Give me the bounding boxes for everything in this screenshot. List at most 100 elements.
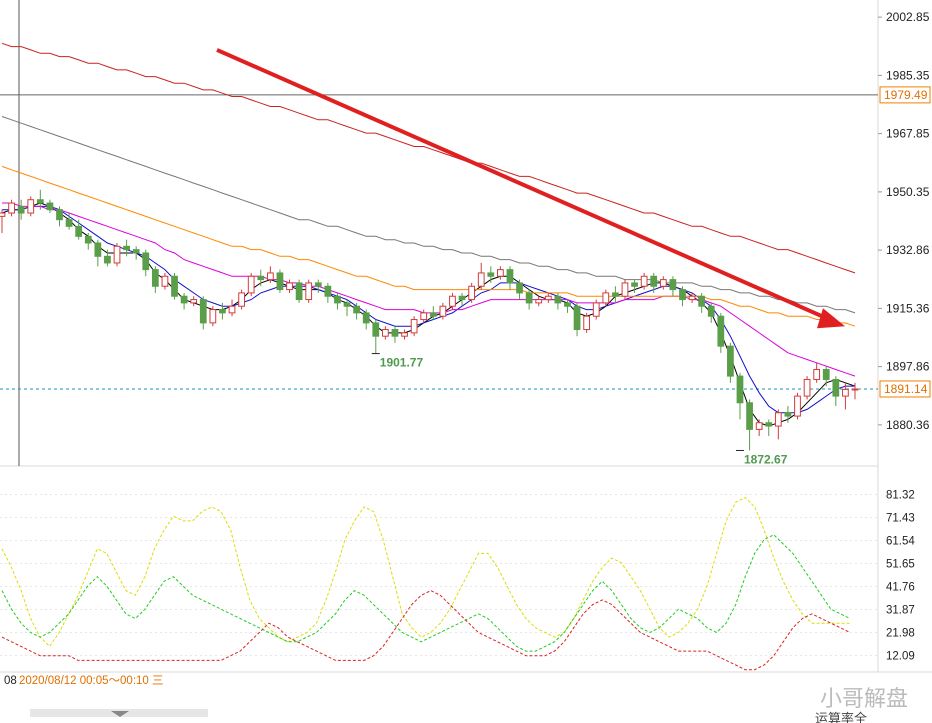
candle-body bbox=[602, 292, 610, 304]
ma-line bbox=[1, 42, 856, 274]
candle-body bbox=[123, 245, 130, 251]
ma-line bbox=[1, 165, 856, 327]
candle-body bbox=[717, 315, 725, 347]
candle-body bbox=[506, 269, 514, 284]
candle-body bbox=[813, 368, 821, 380]
low-label: 1872.67 bbox=[744, 452, 788, 466]
candle-body bbox=[286, 282, 293, 291]
scroll-down-icon[interactable] bbox=[111, 711, 129, 717]
candle-body bbox=[324, 285, 332, 297]
candle-body bbox=[707, 305, 715, 317]
candle-body bbox=[257, 275, 265, 281]
indicator-lines bbox=[1, 496, 851, 671]
indicator-line bbox=[1, 590, 851, 671]
candle-body bbox=[161, 275, 169, 287]
candle-body bbox=[353, 305, 360, 314]
candle-body bbox=[765, 422, 773, 427]
candle-body bbox=[401, 332, 408, 337]
candle-body bbox=[334, 295, 341, 304]
indicator-y-tick-label: 81.32 bbox=[886, 490, 915, 502]
candle-body bbox=[391, 329, 399, 337]
candle-body bbox=[669, 279, 677, 291]
indicator-axis: 81.32 71.43 61.54 51.65 41.76 31.87 21.98 12.09 bbox=[886, 490, 915, 663]
candle-body bbox=[46, 202, 54, 211]
candle-body bbox=[0, 212, 6, 217]
trend-arrow-head bbox=[817, 308, 845, 329]
candle-body bbox=[688, 295, 696, 301]
y-tick-label: 1950.35 bbox=[886, 185, 930, 199]
candle-body bbox=[343, 302, 351, 307]
candle-body bbox=[56, 209, 63, 221]
ma-line bbox=[2, 202, 856, 377]
candle-body bbox=[94, 242, 102, 257]
candle-body bbox=[621, 282, 629, 297]
candle-body bbox=[564, 302, 571, 307]
candle-body bbox=[477, 272, 485, 287]
candle-body bbox=[650, 275, 658, 287]
indicator-y-tick-label: 41.76 bbox=[886, 582, 915, 594]
indicator-y-tick-label: 51.65 bbox=[886, 559, 915, 571]
candle-body bbox=[381, 329, 389, 337]
candle-body bbox=[592, 302, 600, 317]
indicator-y-tick-label: 61.54 bbox=[886, 536, 915, 548]
candle-body bbox=[755, 422, 763, 430]
candle-body bbox=[736, 375, 744, 404]
bottom-text: 运算率全 bbox=[815, 711, 867, 723]
candle-body bbox=[794, 395, 801, 417]
candle-body bbox=[17, 205, 25, 214]
footer: 08 2020/08/12 00:05～00:10 三 小哥解盘 运算率全 bbox=[4, 675, 908, 723]
y-tick-label: 1897.86 bbox=[886, 360, 930, 374]
trend-arrow-shaft bbox=[216, 48, 832, 323]
candle-body bbox=[420, 312, 428, 321]
candle-body bbox=[429, 312, 437, 317]
candle-body bbox=[266, 272, 274, 281]
indicator-line bbox=[1, 496, 850, 648]
low-label: 1901.77 bbox=[380, 356, 424, 370]
indicator-line bbox=[1, 534, 851, 652]
candle-body bbox=[113, 245, 121, 264]
candle-body bbox=[199, 299, 207, 324]
annotations: 1901.77 1872.67 bbox=[216, 48, 845, 466]
candle-body bbox=[171, 275, 178, 297]
candle-body bbox=[84, 235, 92, 244]
candle-body bbox=[104, 255, 111, 264]
candle-body bbox=[698, 295, 706, 307]
candle-body bbox=[822, 368, 830, 380]
candle-body bbox=[151, 269, 159, 287]
candle-body bbox=[36, 199, 44, 204]
candle-body bbox=[247, 275, 255, 294]
candle-body bbox=[554, 295, 562, 304]
y-tick-label: 1932.86 bbox=[886, 243, 930, 257]
candles bbox=[0, 189, 859, 451]
candle-body bbox=[190, 299, 198, 304]
candle-body bbox=[372, 322, 380, 337]
candle-body bbox=[727, 345, 734, 377]
candle-body bbox=[276, 272, 284, 291]
candle-body bbox=[362, 312, 370, 324]
candle-body bbox=[803, 378, 811, 397]
candle-body bbox=[458, 295, 466, 301]
candle-body bbox=[640, 275, 648, 287]
crosshair-price-box bbox=[879, 86, 931, 104]
candle-body bbox=[180, 295, 188, 304]
candle-body bbox=[784, 412, 792, 417]
candle-body bbox=[679, 289, 686, 301]
candle-body bbox=[487, 272, 495, 277]
candle-body bbox=[573, 305, 581, 331]
candle-body bbox=[842, 388, 849, 397]
candle-body bbox=[612, 292, 619, 297]
candle-body bbox=[544, 295, 552, 301]
y-tick-label: 2002.85 bbox=[886, 10, 930, 24]
grid bbox=[0, 0, 932, 673]
y-tick-label: 1985.35 bbox=[886, 68, 930, 82]
x-axis-start-label: 08 bbox=[4, 675, 17, 687]
candle-body bbox=[410, 319, 418, 334]
candle-body bbox=[746, 402, 753, 430]
candle-body bbox=[305, 282, 313, 301]
watermark: 小哥解盘 bbox=[820, 687, 908, 712]
price-axis: 2002.85 1985.35 1967.85 1950.35 1932.86 1915.… bbox=[878, 10, 931, 432]
candle-body bbox=[631, 282, 638, 287]
candle-body bbox=[27, 199, 35, 214]
last-price-box bbox=[879, 380, 931, 398]
